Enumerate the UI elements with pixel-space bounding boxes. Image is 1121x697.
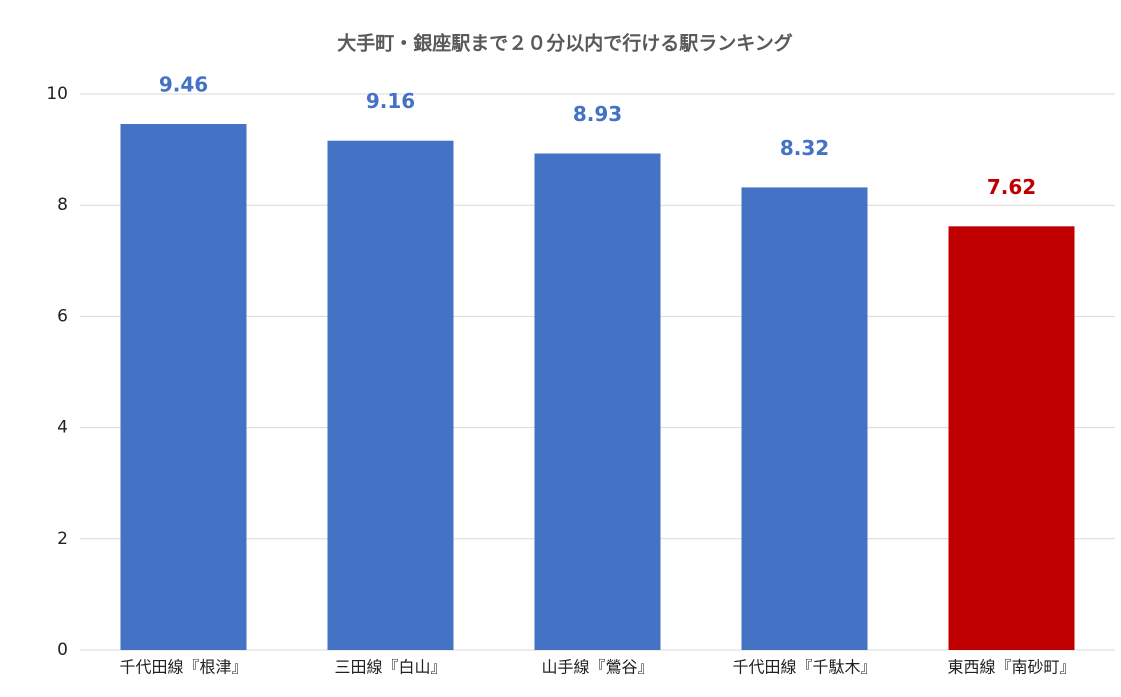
bar bbox=[948, 226, 1075, 650]
value-label: 7.62 bbox=[987, 175, 1036, 199]
bar bbox=[120, 124, 247, 651]
value-label: 9.16 bbox=[366, 89, 415, 113]
y-tick-label: 0 bbox=[57, 640, 68, 660]
y-tick-label: 6 bbox=[57, 306, 68, 326]
y-tick-label: 2 bbox=[57, 529, 68, 549]
bar bbox=[534, 153, 661, 650]
x-tick-label: 千代田線『根津』 bbox=[119, 658, 247, 677]
x-tick-label: 山手線『鶯谷』 bbox=[541, 658, 653, 677]
value-label: 8.32 bbox=[780, 136, 829, 160]
x-tick-label: 三田線『白山』 bbox=[334, 658, 446, 677]
bar bbox=[327, 140, 454, 651]
x-tick-label: 千代田線『千駄木』 bbox=[732, 658, 876, 677]
y-tick-label: 4 bbox=[57, 418, 68, 438]
value-label: 9.46 bbox=[159, 73, 208, 97]
y-tick-label: 8 bbox=[57, 195, 68, 215]
value-label: 8.93 bbox=[573, 102, 622, 126]
y-tick-label: 10 bbox=[46, 84, 68, 104]
x-tick-label: 東西線『南砂町』 bbox=[947, 658, 1075, 677]
bar bbox=[741, 187, 868, 650]
chart-title: 大手町・銀座駅まで２０分以内で行ける駅ランキング bbox=[337, 32, 792, 55]
